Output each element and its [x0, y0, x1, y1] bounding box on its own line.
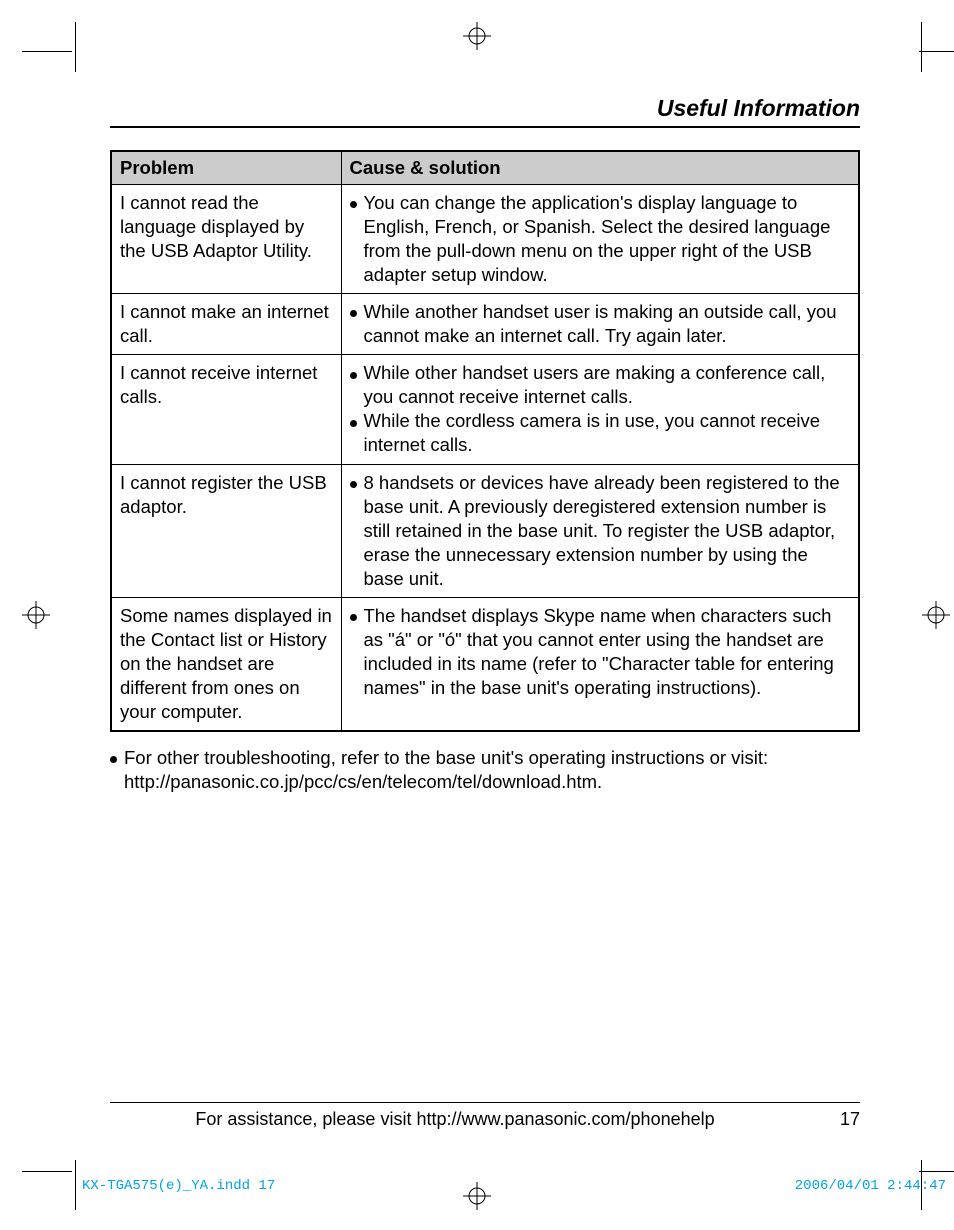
problem-cell: I cannot read the language displayed by …: [111, 185, 341, 294]
problem-cell: I cannot receive internet calls.: [111, 355, 341, 464]
solution-cell: You can change the application's display…: [341, 185, 859, 294]
solution-item: You can change the application's display…: [350, 191, 851, 287]
registration-mark-icon: [922, 601, 950, 629]
solution-item: The handset displays Skype name when cha…: [350, 604, 851, 700]
footer-text: For assistance, please visit http://www.…: [110, 1109, 800, 1130]
crop-mark: [75, 22, 76, 72]
solution-item: While the cordless camera is in use, you…: [350, 409, 851, 457]
table-row: I cannot receive internet calls. While o…: [111, 355, 859, 464]
solution-cell: 8 handsets or devices have already been …: [341, 464, 859, 597]
table-row: I cannot read the language displayed by …: [111, 185, 859, 294]
solution-cell: While another handset user is making an …: [341, 294, 859, 355]
slug-filename: KX-TGA575(e)_YA.indd 17: [82, 1178, 275, 1194]
troubleshooting-table: Problem Cause & solution I cannot read t…: [110, 150, 860, 732]
problem-cell: I cannot register the USB adaptor.: [111, 464, 341, 597]
page-content: Useful Information Problem Cause & solut…: [110, 95, 860, 794]
crop-mark: [919, 1171, 954, 1172]
solution-cell: The handset displays Skype name when cha…: [341, 597, 859, 731]
solution-item: While other handset users are making a c…: [350, 361, 851, 409]
slug-timestamp: 2006/04/01 2:44:47: [795, 1178, 946, 1194]
table-header-solution: Cause & solution: [341, 151, 859, 185]
table-row: I cannot make an internet call. While an…: [111, 294, 859, 355]
page-footer: For assistance, please visit http://www.…: [110, 1102, 860, 1130]
crop-mark: [75, 1160, 76, 1210]
print-slug: KX-TGA575(e)_YA.indd 17 2006/04/01 2:44:…: [82, 1178, 946, 1194]
registration-mark-icon: [22, 601, 50, 629]
registration-mark-icon: [463, 22, 491, 50]
solution-item: 8 handsets or devices have already been …: [350, 471, 851, 591]
crop-mark: [921, 22, 922, 72]
problem-cell: I cannot make an internet call.: [111, 294, 341, 355]
solution-item: While another handset user is making an …: [350, 300, 851, 348]
table-row: Some names displayed in the Contact list…: [111, 597, 859, 731]
section-title: Useful Information: [110, 95, 860, 128]
table-header-problem: Problem: [111, 151, 341, 185]
page-number: 17: [840, 1109, 860, 1130]
problem-cell: Some names displayed in the Contact list…: [111, 597, 341, 731]
footnote-line1: For other troubleshooting, refer to the …: [124, 747, 768, 768]
footnote: For other troubleshooting, refer to the …: [110, 746, 860, 794]
crop-mark: [22, 1171, 72, 1172]
crop-mark: [919, 51, 954, 52]
crop-mark: [22, 51, 72, 52]
footnote-line2: http://panasonic.co.jp/pcc/cs/en/telecom…: [124, 771, 602, 792]
solution-cell: While other handset users are making a c…: [341, 355, 859, 464]
table-row: I cannot register the USB adaptor. 8 han…: [111, 464, 859, 597]
